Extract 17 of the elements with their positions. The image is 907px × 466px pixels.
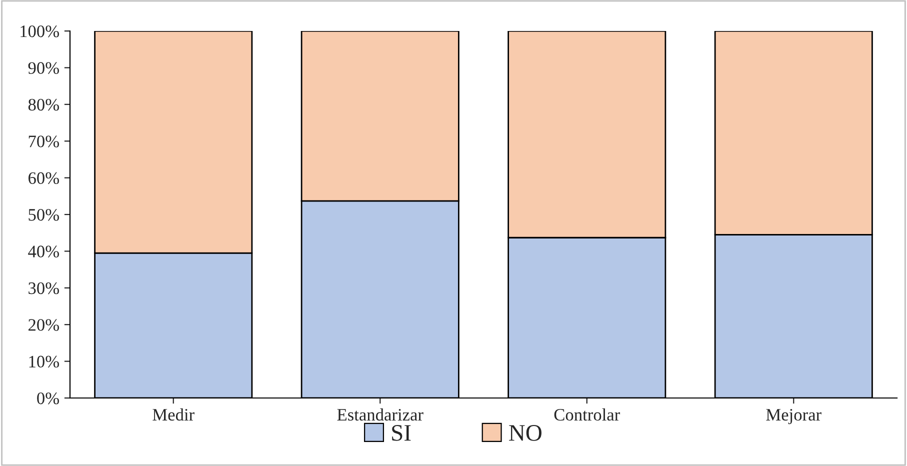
x-tick-label: Mejorar (766, 408, 822, 424)
legend-label: SI (392, 425, 411, 441)
y-tick-label: 90% (28, 62, 59, 74)
x-tick-label: Estandarizar (337, 408, 424, 421)
y-tick-label: 0% (37, 392, 59, 404)
y-tick-label: 80% (28, 98, 59, 111)
y-tick-label: 10% (29, 356, 59, 368)
y-tick-label: 50% (28, 208, 59, 221)
y-tick-label: 100% (20, 25, 59, 38)
y-tick-label: 40% (28, 246, 59, 258)
y-tick-label: 20% (28, 319, 59, 331)
y-tick-label: 60% (28, 172, 59, 184)
y-tick-label: 70% (28, 136, 59, 148)
legend-label: NO (509, 425, 542, 441)
x-tick-label: Controlar (554, 408, 620, 421)
y-tick-label: 30% (28, 282, 59, 294)
x-tick-label: Medir (152, 408, 194, 421)
